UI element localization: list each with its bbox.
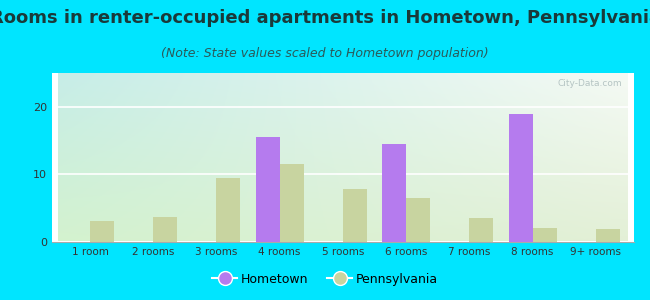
Bar <box>343 189 367 242</box>
Text: Rooms in renter-occupied apartments in Hometown, Pennsylvania: Rooms in renter-occupied apartments in H… <box>0 9 650 27</box>
Bar <box>382 144 406 242</box>
Bar <box>469 218 493 242</box>
Bar <box>280 164 304 242</box>
Bar <box>532 228 556 242</box>
Bar <box>216 178 240 242</box>
Text: (Note: State values scaled to Hometown population): (Note: State values scaled to Hometown p… <box>161 46 489 59</box>
Bar <box>406 198 430 242</box>
Text: City-Data.com: City-Data.com <box>558 79 622 88</box>
Bar <box>508 114 532 242</box>
Bar <box>153 217 177 242</box>
Bar <box>90 221 114 242</box>
Bar <box>255 137 280 242</box>
Bar <box>596 230 620 242</box>
Legend: Hometown, Pennsylvania: Hometown, Pennsylvania <box>207 268 443 291</box>
